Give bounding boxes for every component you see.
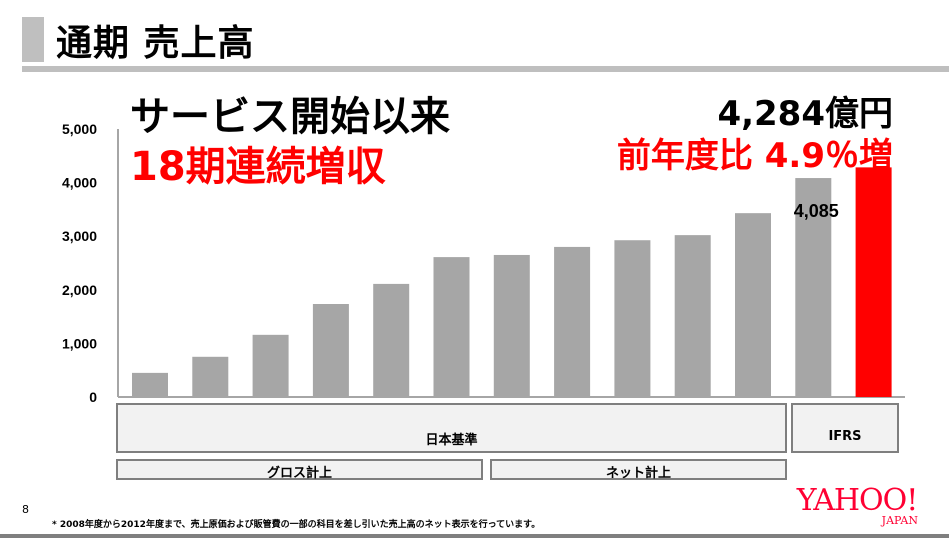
bar-2004 — [252, 334, 289, 397]
ifrs-group-box: IFRS — [791, 403, 899, 453]
ifrs-label: IFRS — [828, 429, 862, 444]
bottom-divider — [0, 534, 949, 538]
gross-label: グロス計上 — [266, 466, 332, 481]
page-title: 通期 売上高 — [56, 23, 255, 64]
y-tick-label: 5,000 — [62, 121, 97, 137]
y-tick-label: 3,000 — [62, 228, 97, 244]
y-tick-label: 1,000 — [62, 335, 97, 351]
bar-2010 — [614, 240, 651, 397]
headline-since-launch: サービス開始以来 — [130, 94, 450, 140]
jgaap-label: 日本基準 — [425, 433, 478, 448]
bar-2007 — [433, 257, 470, 397]
y-tick-label: 2,000 — [62, 282, 97, 298]
net-group-box: ネット計上 — [490, 459, 787, 481]
bar-2008 — [493, 254, 530, 397]
bar-2014 — [855, 167, 892, 397]
result-value: 4,284億円 — [717, 94, 893, 134]
bar-FY2002 — [132, 372, 168, 397]
jgaap-group-box: 日本基準 — [116, 403, 787, 453]
y-tick-label: 0 — [89, 389, 97, 405]
title-divider — [22, 66, 949, 72]
result-growth: 前年度比 4.9％増 — [616, 136, 893, 176]
net-label: ネット計上 — [605, 466, 671, 481]
title-accent-bar — [22, 17, 44, 62]
footnote: * 2008年度から2012年度まで、売上原価および販管費の一部の科目を差し引い… — [52, 520, 541, 530]
bar-2003 — [192, 356, 229, 397]
bar-2009 — [554, 246, 591, 397]
yahoo-japan-logo: YAHOO! JAPAN — [796, 483, 919, 527]
bar-2011 — [674, 235, 711, 397]
bar-2006 — [373, 283, 410, 397]
bar-2005 — [312, 304, 349, 397]
data-label: 4,085 — [794, 201, 839, 221]
page-number: 8 — [22, 503, 29, 516]
bar-2012 — [735, 213, 771, 397]
bar-2013 — [795, 178, 832, 397]
y-tick-label: 4,000 — [62, 175, 97, 191]
headline-consecutive-growth: 18期連続増収 — [130, 144, 386, 190]
gross-group-box: グロス計上 — [116, 459, 483, 481]
